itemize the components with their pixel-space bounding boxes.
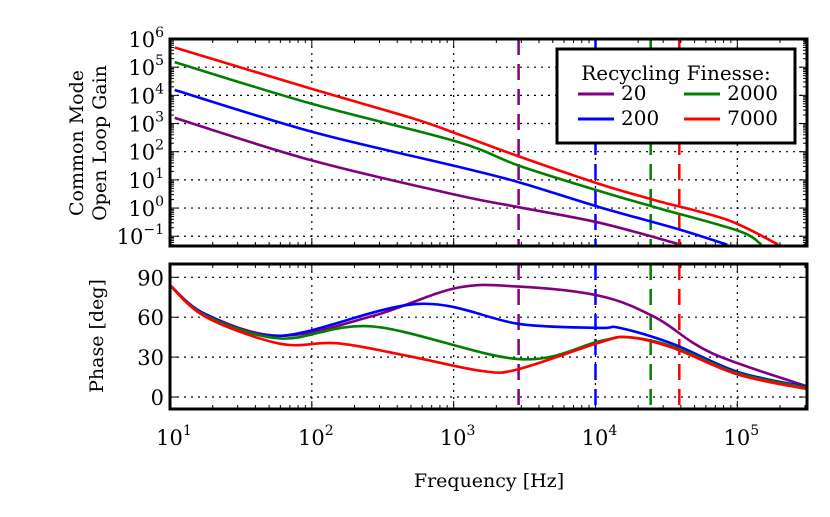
gain-ylabel-line1: Common Mode: [66, 70, 88, 216]
legend-title: Recycling Finesse:: [581, 61, 771, 85]
tick-base: 10: [128, 113, 155, 137]
tick-base: 10: [128, 141, 155, 165]
xlabel: Frequency [Hz]: [414, 470, 564, 492]
tick-base: 10: [298, 426, 325, 450]
tick-base: 10: [128, 197, 155, 221]
axes-frame: [168, 262, 809, 411]
x-tick-label: 102: [298, 423, 334, 450]
legend-label: 20: [621, 81, 646, 105]
legend-label: 200: [621, 106, 659, 130]
tick-exponent: 2: [155, 138, 164, 154]
tick-base: 10: [128, 169, 155, 193]
tick-exponent: 3: [467, 423, 476, 439]
tick-exponent: 5: [750, 423, 759, 439]
legend-item-7000: 7000: [684, 106, 778, 130]
legend-label: 2000: [727, 81, 778, 105]
phase-ylabel: Phase [deg]: [86, 279, 108, 393]
y-tick-label: 100: [128, 194, 164, 221]
legend-label: 7000: [727, 106, 778, 130]
series-line-20: [174, 116, 679, 246]
series-line-200: [174, 88, 728, 246]
tick-exponent: 6: [155, 25, 164, 41]
tick-exponent: −1: [143, 222, 164, 238]
tick-exponent: 2: [325, 423, 334, 439]
y-tick-label: 60: [137, 306, 164, 330]
y-tick-label: 102: [128, 138, 164, 165]
legend-item-2000: 2000: [684, 81, 778, 105]
tick-exponent: 3: [155, 110, 164, 126]
tick-base: 10: [128, 84, 155, 108]
gain-ylabel-line2: Open Loop Gain: [89, 65, 111, 221]
series-group: [170, 283, 807, 391]
y-tick-label: 10−1: [117, 222, 164, 249]
series-line-7000: [170, 284, 807, 391]
y-tick-label: 101: [128, 166, 164, 193]
legend-item-200: 200: [578, 106, 659, 130]
x-tick-label: 105: [723, 423, 759, 450]
tick-base: 10: [156, 426, 183, 450]
legend-item-20: 20: [578, 81, 646, 105]
axes-frame: [168, 37, 809, 248]
series-group: [174, 46, 779, 246]
tick-base: 10: [440, 426, 467, 450]
y-tick-label: 104: [128, 81, 164, 108]
y-tick-label: 103: [128, 110, 164, 137]
tick-exponent: 5: [155, 53, 164, 69]
x-tick-label: 104: [582, 423, 618, 450]
tick-exponent: 4: [155, 81, 164, 97]
x-tick-label: 103: [440, 423, 476, 450]
tick-base: 10: [582, 426, 609, 450]
y-tick-label: 106: [128, 25, 164, 52]
x-tick-label: 101: [156, 423, 192, 450]
legend-box: [555, 47, 797, 145]
tick-base: 10: [128, 56, 155, 80]
y-tick-label: 30: [137, 346, 164, 370]
y-tick-label: 0: [151, 386, 164, 410]
series-line-7000: [174, 46, 779, 246]
series-line-2000: [174, 60, 763, 246]
series-line-20: [170, 283, 807, 388]
y-tick-label: 90: [137, 266, 164, 290]
tick-exponent: 0: [155, 194, 164, 210]
tick-exponent: 4: [608, 423, 617, 439]
tick-base: 10: [117, 225, 144, 249]
tick-base: 10: [723, 426, 750, 450]
tick-exponent: 1: [183, 423, 192, 439]
tick-base: 10: [128, 28, 155, 52]
y-tick-label: 105: [128, 53, 164, 80]
tick-exponent: 1: [155, 166, 164, 182]
